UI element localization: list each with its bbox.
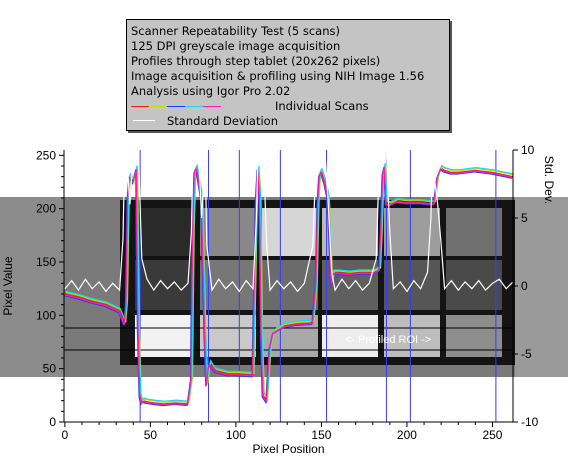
x-tick-label: 100 [226, 428, 246, 442]
tablet-patch [135, 208, 191, 256]
scan-color-swatch [167, 106, 185, 107]
scan-line [65, 163, 514, 402]
standard-deviation-swatch [133, 120, 155, 121]
profiled-roi-annotation: <- Profiled ROI -> [345, 334, 431, 346]
y-tick-label: 250 [36, 148, 56, 162]
scan-color-swatch [149, 106, 167, 107]
photo-right-bg [515, 197, 568, 377]
scan-color-swatch [131, 106, 149, 107]
x-tick-label: 50 [144, 428, 158, 442]
y2-tick-label: 5 [521, 211, 528, 225]
tablet-patch [262, 208, 318, 256]
y-tick-label: 50 [43, 362, 57, 376]
x-tick-label: 0 [62, 428, 69, 442]
x-tick-label: 250 [482, 428, 502, 442]
legend-line-dpi: 125 DPI greyscale image acquisition [131, 39, 341, 53]
right-axis-label: Std. Dev. [542, 156, 556, 204]
standard-deviation-line [64, 149, 514, 293]
individual-scans-label: Individual Scans [275, 99, 369, 113]
y-tick-label: 100 [36, 308, 56, 322]
x-tick-label: 200 [397, 428, 417, 442]
standard-deviation-label: Standard Deviation [167, 114, 278, 128]
tablet-patch [384, 208, 440, 256]
axes: 0 50 100 150 200 250 0 50 100 150 200 250 -10 -5 0 5 10 [36, 143, 539, 442]
y-tick-label: 200 [36, 202, 56, 216]
data-lines [63, 149, 515, 407]
y-tick-label: 0 [49, 415, 56, 429]
y2-tick-label: 10 [521, 143, 535, 157]
legend-title: Scanner Repeatability Test (5 scans) [131, 24, 340, 38]
scan-line [64, 166, 513, 406]
y2-tick-label: -5 [521, 347, 532, 361]
legend-line-profiles: Profiles through step tablet (20x262 pix… [131, 54, 381, 68]
y2-tick-label: 0 [521, 279, 528, 293]
tablet-patch [200, 208, 256, 256]
legend-box: Scanner Repeatability Test (5 scans) 125… [126, 19, 450, 131]
x-tick-label: 150 [311, 428, 331, 442]
scan-color-swatch [203, 106, 221, 107]
tablet-patch [262, 260, 318, 310]
tablet-patch [446, 315, 502, 357]
tablet-patch [135, 315, 191, 357]
x-axis-label: Pixel Position [252, 442, 324, 456]
y-tick-label: 150 [36, 255, 56, 269]
legend-line-analysis: Analysis using Igor Pro 2.02 [131, 84, 291, 98]
individual-scans-swatch [131, 106, 221, 107]
tablet-patch [446, 208, 502, 256]
photo-left-bg [0, 197, 64, 377]
y2-tick-label: -10 [521, 415, 539, 429]
legend-line-software: Image acquisition & profiling using NIH … [131, 69, 425, 83]
scan-color-swatch [185, 106, 203, 107]
y-axis-label: Pixel Value [1, 256, 15, 315]
